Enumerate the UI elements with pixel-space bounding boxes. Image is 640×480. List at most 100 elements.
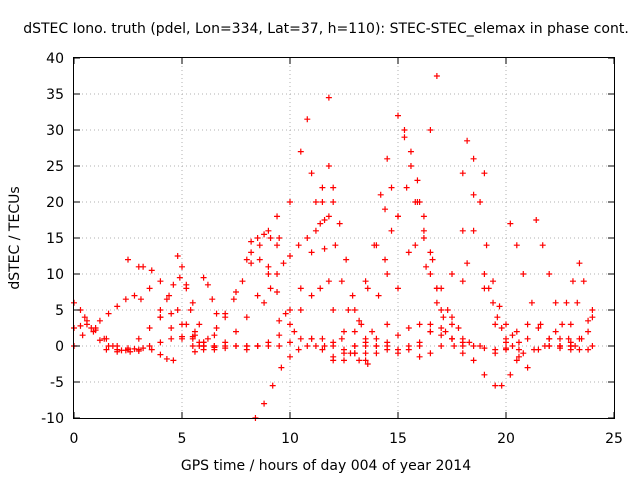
data-point: [539, 242, 546, 249]
data-point: [524, 364, 531, 371]
data-point: [395, 346, 401, 353]
data-point: [146, 343, 153, 349]
data-point: [168, 325, 175, 331]
data-point: [576, 335, 583, 342]
data-point: [470, 343, 477, 349]
data-point: [503, 346, 509, 353]
data-point: [308, 249, 315, 256]
data-point: [498, 382, 505, 389]
data-point: [233, 343, 239, 349]
data-point: [535, 346, 542, 353]
data-point: [513, 328, 520, 335]
data-point: [189, 335, 196, 342]
data-point: [265, 227, 272, 234]
data-point: [427, 350, 434, 357]
data-point: [416, 343, 423, 349]
data-point: [274, 271, 281, 277]
data-point: [267, 285, 274, 292]
data-point: [375, 292, 382, 299]
data-point: [341, 350, 347, 357]
y-tick-label: 20: [46, 195, 64, 211]
data-point: [304, 116, 311, 123]
data-point: [343, 256, 350, 263]
data-point: [585, 317, 592, 324]
data-point: [459, 278, 466, 285]
data-point: [459, 339, 466, 346]
y-tick-label: -10: [41, 411, 64, 427]
data-point: [254, 292, 261, 299]
data-point: [567, 321, 574, 328]
data-layer: [71, 73, 596, 421]
data-point: [189, 299, 196, 306]
data-point: [341, 328, 347, 335]
data-point: [537, 321, 544, 328]
chart-title: dSTEC Iono. truth (pdel, Lon=334, Lat=37…: [23, 21, 629, 37]
data-point: [287, 307, 293, 313]
data-point: [481, 371, 488, 378]
data-point: [278, 364, 285, 371]
data-point: [265, 271, 272, 277]
data-point: [349, 292, 356, 299]
data-point: [420, 235, 427, 241]
data-point: [362, 350, 369, 357]
data-point: [449, 335, 455, 342]
data-point: [274, 242, 281, 249]
data-point: [287, 339, 293, 346]
data-series: [81, 314, 196, 353]
x-tick-label: 5: [178, 431, 187, 447]
data-point: [576, 346, 583, 353]
data-point: [297, 335, 304, 342]
data-point: [131, 292, 138, 299]
data-point: [427, 321, 434, 328]
data-point: [114, 343, 121, 349]
data-point: [481, 271, 488, 277]
data-point: [105, 310, 112, 317]
data-point: [261, 231, 268, 238]
data-point: [140, 345, 147, 352]
y-tick-label: 15: [46, 231, 64, 247]
data-point: [459, 227, 466, 234]
data-point: [338, 278, 345, 285]
data-point: [464, 260, 471, 267]
data-point: [565, 335, 572, 342]
data-series: [373, 73, 440, 349]
data-point: [369, 328, 376, 335]
data-point: [312, 343, 319, 349]
data-point: [204, 335, 211, 342]
plot-frame: [73, 57, 615, 419]
data-series: [140, 263, 218, 349]
data-point: [321, 217, 328, 223]
data-point: [239, 278, 246, 285]
data-point: [317, 220, 324, 227]
data-point: [330, 199, 337, 205]
data-point: [256, 242, 263, 249]
data-point: [204, 281, 211, 288]
data-point: [477, 199, 484, 205]
data-point: [440, 314, 447, 321]
data-point: [196, 321, 203, 328]
data-series: [533, 217, 579, 349]
y-tick-label: 35: [46, 87, 64, 103]
data-point: [455, 325, 462, 331]
data-point: [438, 307, 445, 313]
data-point: [163, 296, 170, 303]
data-point: [420, 227, 427, 234]
data-point: [490, 278, 497, 285]
data-point: [384, 271, 391, 277]
data-point: [222, 310, 229, 317]
y-tick-label: 5: [55, 303, 64, 319]
data-point: [179, 335, 185, 342]
data-point: [580, 278, 587, 285]
data-point: [209, 296, 216, 303]
data-point: [470, 227, 477, 234]
data-series: [125, 256, 250, 353]
data-point: [174, 307, 181, 313]
data-point: [345, 307, 352, 313]
data-point: [481, 345, 488, 352]
data-point: [382, 206, 389, 213]
data-point: [338, 335, 345, 342]
data-point: [183, 321, 190, 328]
data-point: [524, 335, 531, 342]
data-point: [507, 371, 514, 378]
data-point: [103, 335, 110, 342]
